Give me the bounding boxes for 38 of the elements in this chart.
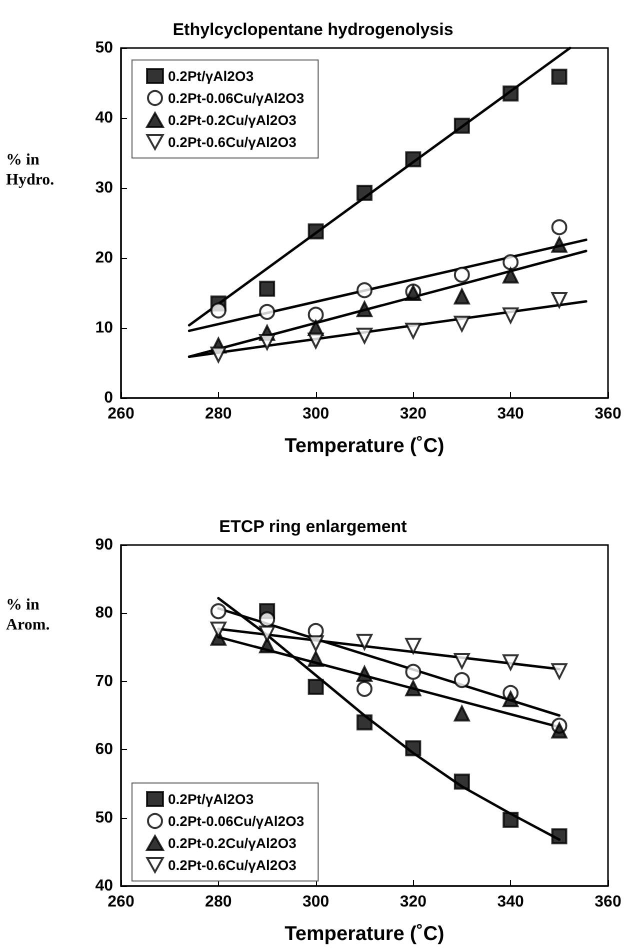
legend-label: 0.2Pt/γAl2O3	[168, 68, 254, 84]
x-tick-label: 320	[400, 894, 427, 910]
y-tick-label: 60	[95, 741, 114, 758]
legend-label: 0.2Pt/γAl2O3	[168, 791, 254, 807]
x-tick-label: 260	[108, 406, 134, 422]
x-tick-label: 300	[302, 406, 330, 422]
legend-label: 0.2Pt-0.2Cu/γAl2O3	[168, 835, 297, 851]
y-tick-label: 0	[104, 390, 114, 406]
chart-title: ETCP ring enlargement	[219, 517, 408, 536]
y-tick-label: 50	[95, 809, 114, 826]
y-tick-label: 80	[95, 604, 114, 622]
legend-label: 0.2Pt-0.06Cu/γAl2O3	[168, 813, 304, 829]
y-tick-label: 30	[95, 180, 114, 196]
y-tick-label: 20	[95, 250, 114, 266]
y-axis-title: % in Arom.	[6, 596, 50, 634]
x-tick-label: 280	[205, 406, 232, 422]
x-axis-title: Temperature (˚C)	[284, 923, 444, 945]
y-tick-label: 70	[95, 672, 114, 690]
x-tick-label: 260	[108, 894, 134, 910]
legend-label: 0.2Pt-0.2Cu/γAl2O3	[168, 112, 297, 128]
x-tick-label: 320	[400, 406, 427, 422]
y-tick-label: 40	[95, 878, 114, 894]
x-tick-label: 340	[497, 406, 524, 422]
x-tick-label: 340	[497, 894, 524, 910]
y-axis-title: % in Hydro.	[6, 152, 54, 188]
y-tick-label: 10	[95, 320, 114, 336]
x-tick-label: 280	[205, 894, 232, 910]
x-axis-title: Temperature (˚C)	[284, 435, 444, 457]
chart-title: Ethylcyclopentane hydrogenolysis	[172, 20, 454, 39]
legend-label: 0.2Pt-0.06Cu/γAl2O3	[168, 90, 304, 106]
x-tick-label: 300	[302, 894, 330, 910]
x-tick-label: 360	[594, 406, 622, 422]
y-tick-label: 40	[95, 110, 114, 126]
legend-label: 0.2Pt-0.6Cu/γAl2O3	[168, 857, 297, 873]
y-tick-label: 90	[95, 536, 114, 554]
x-tick-label: 360	[594, 894, 622, 910]
legend-label: 0.2Pt-0.6Cu/γAl2O3	[168, 134, 297, 150]
y-tick-label: 50	[95, 40, 114, 56]
